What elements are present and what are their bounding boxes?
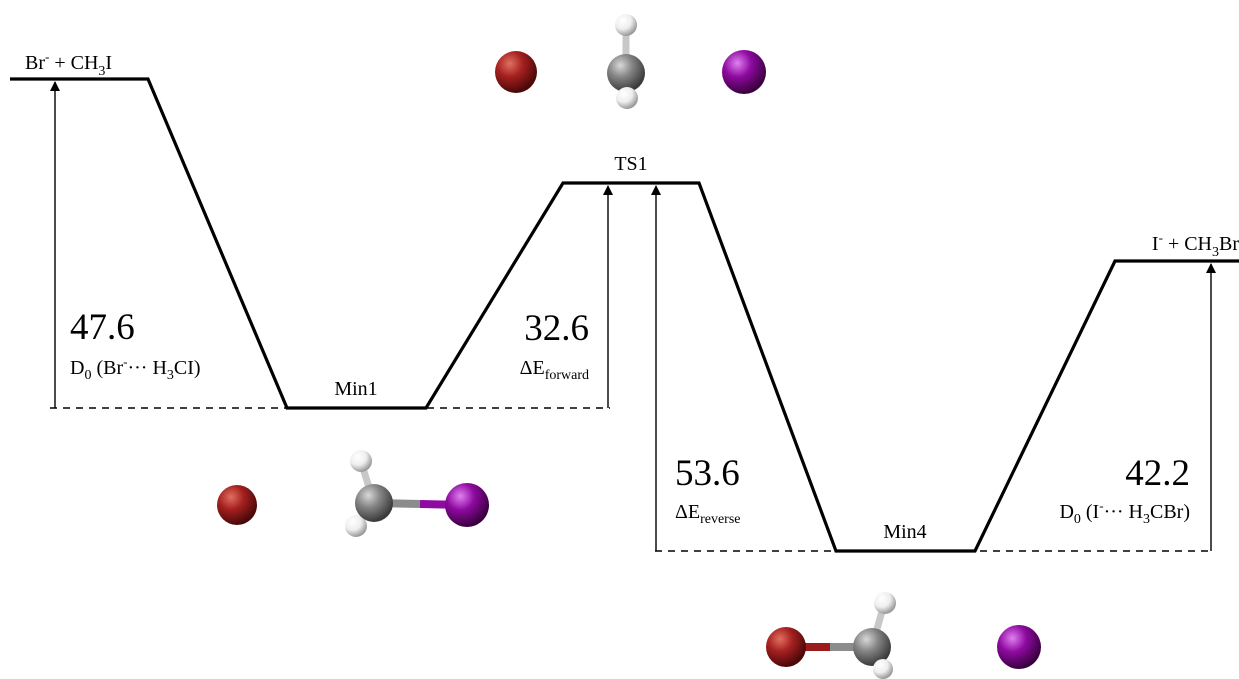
iodine-atom (722, 50, 766, 94)
forward-barrier-caption: ΔEforward (520, 357, 589, 383)
min1-label: Min1 (334, 378, 377, 400)
hydrogen-atom (873, 659, 893, 679)
d0-reactant-value: 47.6 (70, 307, 135, 348)
hydrogen-atom (345, 515, 367, 537)
carbon-atom (607, 54, 645, 92)
energy-profile-path (10, 77, 1239, 553)
ts1-label: TS1 (614, 153, 647, 175)
carbon-atom (355, 484, 393, 522)
hydrogen-atom (616, 87, 638, 109)
carbon-atom (853, 628, 891, 666)
min4-molecule (766, 592, 1041, 679)
d0-product-caption: D0 (I-··· H3CBr) (1059, 498, 1190, 527)
hydrogen-atom (615, 14, 637, 36)
hydrogen-atom (874, 592, 896, 614)
iodine-atom (997, 625, 1041, 669)
product-label: I- + CH3Br (1152, 230, 1239, 260)
iodine-atom (445, 483, 489, 527)
hydrogen-atom (350, 450, 372, 472)
min1-molecule (217, 450, 489, 537)
reverse-barrier-value: 53.6 (675, 453, 740, 494)
min4-label: Min4 (883, 521, 926, 543)
bromine-atom (766, 627, 806, 667)
reverse-barrier-caption: ΔEreverse (675, 501, 741, 527)
bromine-atom (495, 51, 537, 93)
d0-product-value: 42.2 (1125, 453, 1190, 494)
reactant-label: Br- + CH3I (25, 49, 112, 79)
bromine-atom (217, 485, 257, 525)
forward-barrier-value: 32.6 (524, 308, 589, 349)
ts-molecule (495, 14, 766, 109)
d0-reactant-caption: D0 (Br-··· H3CI) (70, 354, 201, 383)
